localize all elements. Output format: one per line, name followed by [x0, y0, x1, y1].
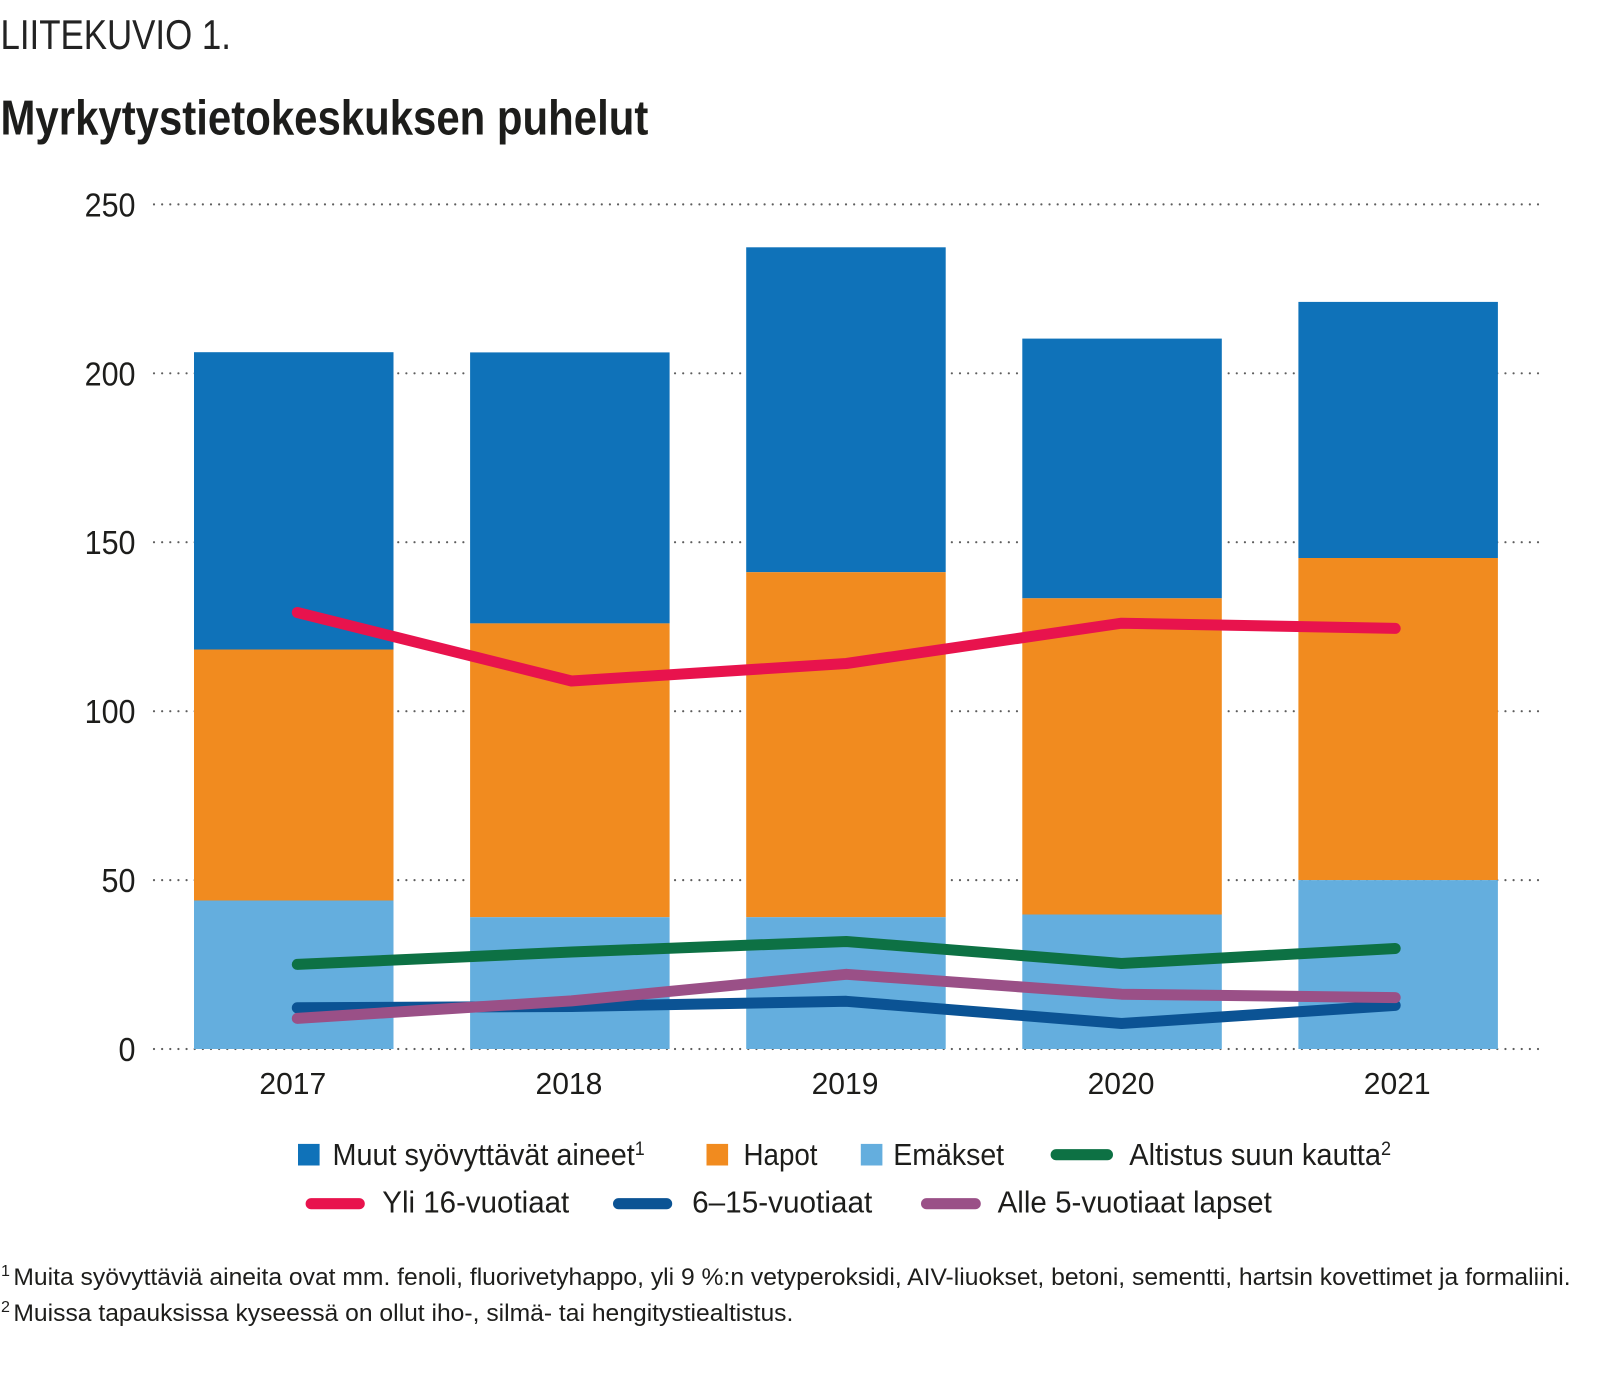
svg-text:Altistus suun kautta2: Altistus suun kautta2 [1129, 1138, 1391, 1173]
svg-text:Emäkset: Emäkset [893, 1138, 1004, 1172]
svg-text:100: 100 [85, 693, 136, 730]
svg-text:2020: 2020 [1088, 1066, 1155, 1101]
svg-text:150: 150 [85, 524, 136, 561]
svg-text:2018: 2018 [535, 1066, 602, 1101]
svg-text:2021: 2021 [1364, 1066, 1431, 1101]
svg-text:Hapot: Hapot [744, 1139, 818, 1172]
svg-text:Yli 16-vuotiaat: Yli 16-vuotiaat [382, 1186, 570, 1220]
svg-text:Myrkytystietokeskuksen puhelut: Myrkytystietokeskuksen puhelut [1, 90, 649, 145]
svg-text:2019: 2019 [812, 1066, 879, 1101]
svg-text:0: 0 [119, 1031, 136, 1068]
svg-text:200: 200 [85, 355, 136, 392]
svg-text:250: 250 [85, 186, 136, 223]
svg-text:Alle 5-vuotiaat lapset: Alle 5-vuotiaat lapset [998, 1186, 1273, 1220]
svg-text:Muut syövyttävät aineet1: Muut syövyttävät aineet1 [333, 1138, 645, 1173]
svg-text:50: 50 [102, 862, 136, 899]
svg-text:LIITEKUVIO 1.: LIITEKUVIO 1. [1, 12, 231, 59]
svg-text:2017: 2017 [259, 1066, 326, 1101]
svg-text:6–15-vuotiaat: 6–15-vuotiaat [692, 1186, 873, 1219]
